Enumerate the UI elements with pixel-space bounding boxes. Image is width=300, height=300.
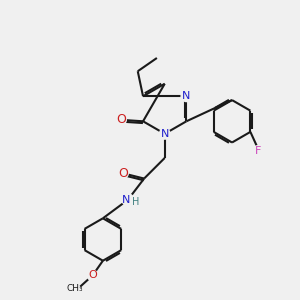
Text: N: N: [182, 91, 190, 101]
Text: N: N: [122, 195, 130, 205]
Circle shape: [87, 270, 98, 281]
Text: O: O: [88, 270, 97, 280]
Text: N: N: [160, 129, 169, 139]
Circle shape: [181, 91, 192, 102]
Text: O: O: [116, 113, 126, 126]
Text: F: F: [255, 146, 261, 156]
Circle shape: [253, 146, 262, 154]
Circle shape: [118, 168, 128, 178]
Text: O: O: [118, 167, 128, 180]
Circle shape: [159, 128, 170, 139]
Text: CH₃: CH₃: [67, 284, 83, 292]
Text: H: H: [133, 197, 140, 207]
Circle shape: [122, 194, 134, 206]
Circle shape: [116, 115, 126, 125]
